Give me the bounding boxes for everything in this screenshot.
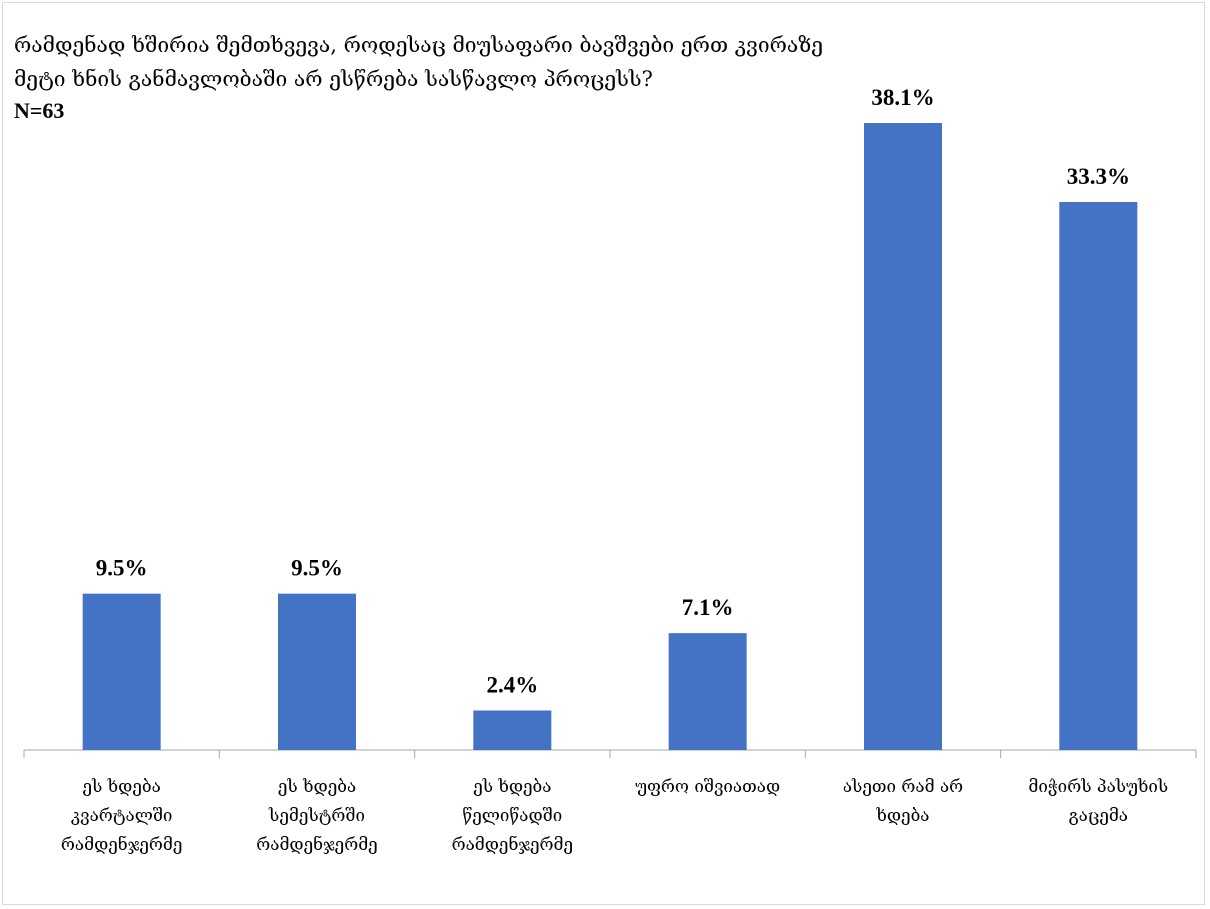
- chart-title-line-1: რამდენად ხშირია შემთხვევა, როდესაც მიუსა…: [14, 33, 824, 57]
- bar: [278, 593, 356, 750]
- category-label: სემესტრში: [268, 806, 365, 826]
- category-label: ეს ხდება: [83, 777, 161, 797]
- category-label: რამდენჯერმე: [452, 835, 573, 855]
- category-label: რამდენჯერმე: [256, 835, 377, 855]
- data-label: 7.1%: [682, 595, 734, 620]
- bar: [82, 593, 161, 750]
- category-label: რამდენჯერმე: [61, 835, 182, 855]
- category-label: მიჭირს პასუხის: [1028, 777, 1168, 797]
- category-label: კვარტალში: [71, 806, 173, 826]
- bar: [668, 633, 747, 750]
- chart-title: რამდენად ხშირია შემთხვევა, როდესაც მიუსა…: [14, 28, 974, 126]
- bar: [864, 123, 942, 750]
- data-label: 33.3%: [1067, 164, 1130, 189]
- bar: [473, 710, 552, 750]
- chart-subtitle: N=63: [14, 98, 65, 123]
- data-label: 38.1%: [871, 85, 934, 110]
- category-label: ხდება: [875, 806, 929, 826]
- category-label: ეს ხდება: [473, 777, 551, 797]
- chart-title-line-2: მეტი ხნის განმავლობაში არ ესწრება სასწავ…: [14, 67, 653, 91]
- category-label: ეს ხდება: [278, 777, 356, 797]
- category-label: ასეთი რამ არ: [843, 777, 963, 797]
- bar: [1059, 201, 1138, 750]
- data-label: 9.5%: [96, 556, 148, 581]
- category-label: წელიწადში: [462, 806, 562, 826]
- data-label: 9.5%: [291, 556, 343, 581]
- category-label: გაცემა: [1069, 806, 1128, 826]
- data-label: 2.4%: [486, 673, 538, 698]
- category-label: უფრო იშვიათად: [635, 777, 780, 797]
